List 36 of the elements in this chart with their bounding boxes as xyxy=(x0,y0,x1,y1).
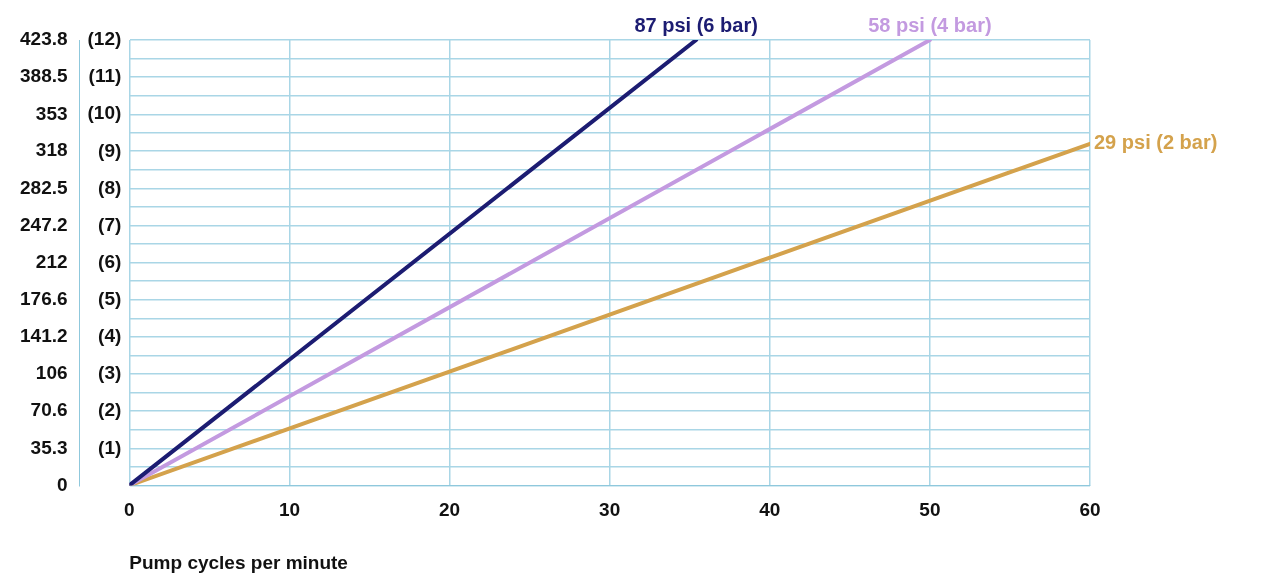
y2-tick-label: (8) xyxy=(98,176,122,198)
y-tick-label: 282.5 xyxy=(20,176,68,198)
series-label: 29 psi (2 bar) xyxy=(1094,131,1218,154)
y-tick-label: 176.6 xyxy=(20,288,68,310)
y-tick-label: 70.6 xyxy=(30,399,68,421)
y-tick-label: 318 xyxy=(35,139,68,161)
y2-tick-label: (10) xyxy=(87,102,122,124)
y-tick-label: 106 xyxy=(35,362,68,384)
y2-tick-label: (1) xyxy=(98,436,122,458)
y-tick-label: 353 xyxy=(35,102,68,124)
y2-tick-label: (5) xyxy=(98,288,122,310)
y2-tick-label: (3) xyxy=(98,362,122,384)
y-tick-label: 0 xyxy=(56,473,68,495)
y-tick-label: 141.2 xyxy=(20,325,68,347)
x-tick-label: 0 xyxy=(124,499,135,521)
y-tick-label: 212 xyxy=(35,250,68,272)
x-tick-label: 20 xyxy=(438,499,461,521)
y-tick-label: 388.5 xyxy=(20,65,68,87)
y2-tick-label: (4) xyxy=(98,325,122,347)
y-tick-label: 247.2 xyxy=(20,213,68,235)
y2-tick-label: (6) xyxy=(98,250,122,272)
y2-tick-label: (9) xyxy=(98,139,122,161)
series-label: 58 psi (4 bar) xyxy=(868,13,992,36)
x-tick-label: 50 xyxy=(919,499,941,521)
y2-tick-label: (12) xyxy=(87,28,122,50)
y-tick-label: 35.3 xyxy=(30,436,68,458)
x-tick-label: 10 xyxy=(278,499,301,521)
x-tick-label: 40 xyxy=(759,499,781,521)
series-label: 87 psi (6 bar) xyxy=(634,13,758,36)
y2-tick-label: (7) xyxy=(98,213,122,235)
x-axis-title: Pump cycles per minute xyxy=(129,551,348,573)
y2-tick-label: (2) xyxy=(98,399,122,421)
y-tick-label: 423.8 xyxy=(20,28,68,50)
x-tick-label: 60 xyxy=(1079,499,1101,521)
y2-tick-label: (11) xyxy=(88,65,122,87)
x-tick-label: 30 xyxy=(599,499,621,521)
